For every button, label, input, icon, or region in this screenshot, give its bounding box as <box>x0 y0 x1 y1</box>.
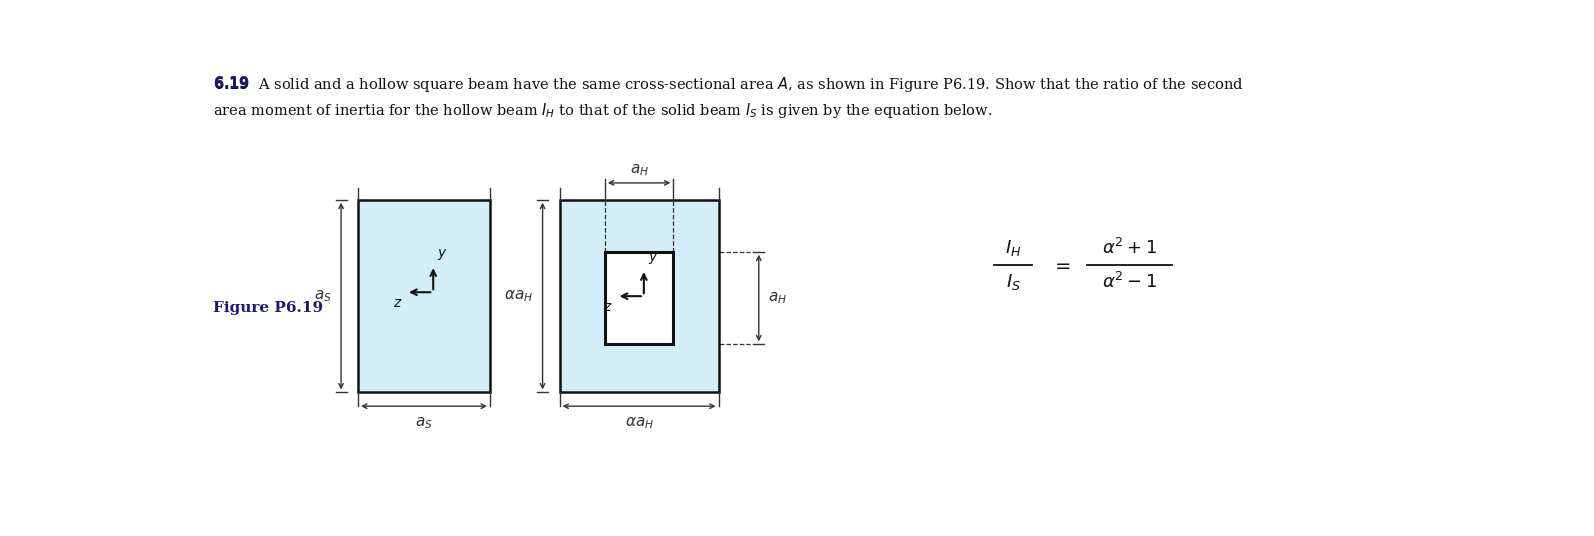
Text: $\bf{6.19}$: $\bf{6.19}$ <box>214 75 250 91</box>
Text: $a_S$: $a_S$ <box>314 288 332 304</box>
Text: $\alpha^2-1$: $\alpha^2-1$ <box>1101 272 1157 292</box>
Text: Figure P6.19: Figure P6.19 <box>214 301 324 315</box>
Text: $\alpha a_H$: $\alpha a_H$ <box>504 288 534 304</box>
Text: $y$: $y$ <box>647 251 658 266</box>
Text: $\alpha a_H$: $\alpha a_H$ <box>625 415 654 431</box>
Text: $I_S$: $I_S$ <box>1006 272 1020 292</box>
Text: $a_S$: $a_S$ <box>414 415 434 431</box>
Text: area moment of inertia for the hollow beam $I_H$ to that of the solid beam $I_S$: area moment of inertia for the hollow be… <box>214 101 993 120</box>
Text: $\alpha^2+1$: $\alpha^2+1$ <box>1101 239 1157 258</box>
Text: $I_H$: $I_H$ <box>1004 239 1022 258</box>
Text: $\bf{6.19}$  A solid and a hollow square beam have the same cross-sectional area: $\bf{6.19}$ A solid and a hollow square … <box>214 75 1243 94</box>
Bar <box>559 200 719 392</box>
Text: $y$: $y$ <box>437 247 448 262</box>
Bar <box>359 200 489 392</box>
Text: $=$: $=$ <box>1050 256 1071 274</box>
Bar <box>604 252 673 344</box>
Text: $a_H$: $a_H$ <box>630 162 649 177</box>
Text: $a_H$: $a_H$ <box>768 290 787 306</box>
Text: $z$: $z$ <box>603 300 612 314</box>
Text: $z$: $z$ <box>392 296 402 310</box>
